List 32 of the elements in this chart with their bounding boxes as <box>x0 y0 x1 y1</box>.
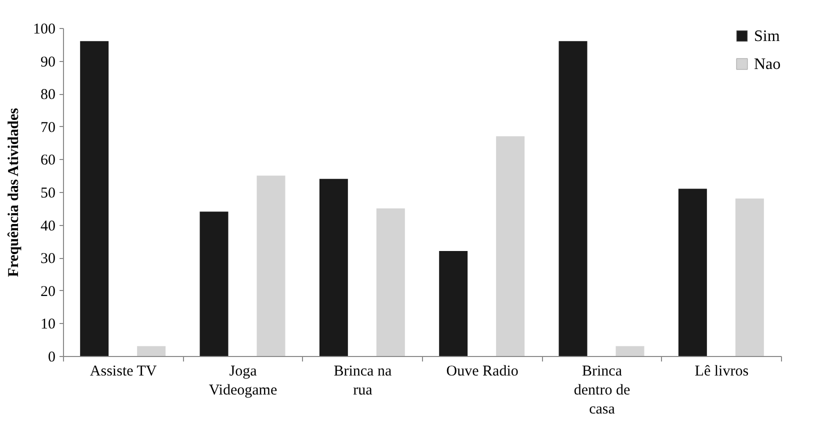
y-tick-label: 50 <box>40 186 56 202</box>
x-tick-label: Brinca na rua <box>334 364 392 398</box>
y-tick-label: 90 <box>40 54 56 70</box>
x-tick-label: Joga Videogame <box>208 364 278 398</box>
y-axis-title: Frequência das Atividades <box>6 108 22 277</box>
bar <box>376 208 405 356</box>
bar <box>496 136 525 356</box>
y-tick-label: 60 <box>40 152 56 169</box>
bar <box>735 198 764 356</box>
legend-label: Nao <box>754 56 781 73</box>
y-tick-label: 0 <box>48 350 56 366</box>
bar <box>256 176 286 356</box>
bar <box>319 178 348 356</box>
x-tick-label: Lê livros <box>694 364 749 380</box>
y-tick-label: 70 <box>40 120 56 136</box>
x-tick-label: Ouve Radio <box>446 364 518 380</box>
x-tick-label: Assiste TV <box>90 364 157 380</box>
bar <box>616 346 644 356</box>
y-tick-label: 40 <box>40 218 56 234</box>
y-tick-label: 10 <box>40 316 56 333</box>
bar <box>80 41 109 356</box>
bar <box>200 212 228 356</box>
y-tick-label: 100 <box>33 22 56 38</box>
legend-label: Sim <box>754 28 780 45</box>
x-tick-label: Brinca dentro de casa <box>574 364 630 418</box>
bar <box>439 251 468 356</box>
bar <box>558 41 588 356</box>
bar <box>678 188 707 356</box>
y-tick-label: 20 <box>40 284 56 300</box>
bar <box>137 346 166 356</box>
y-tick-label: 80 <box>40 87 56 104</box>
y-tick-label: 30 <box>40 251 56 268</box>
